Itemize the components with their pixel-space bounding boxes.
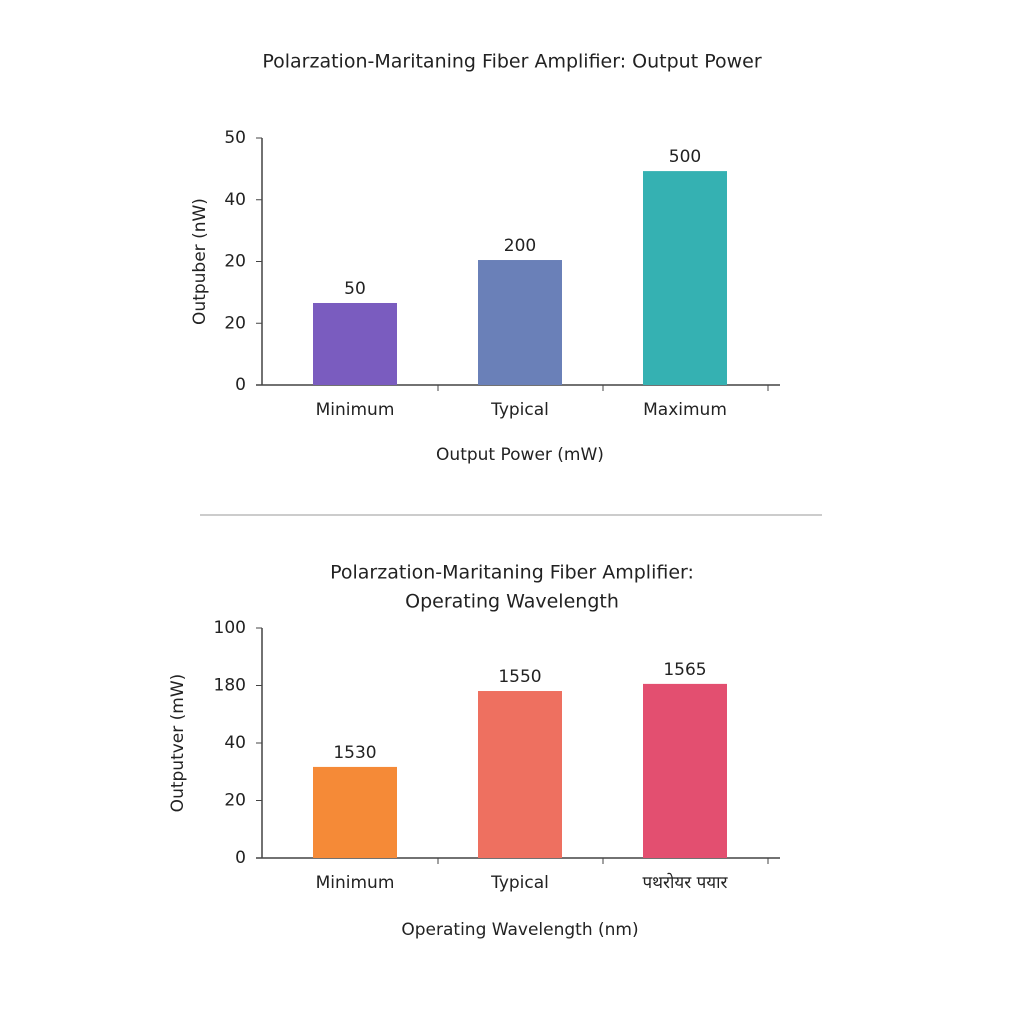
- y-axis-label: Outpuber (nW): [190, 198, 210, 325]
- chart-title: Operating Wavelength: [405, 591, 619, 613]
- x-tick-label: Typical: [490, 400, 549, 420]
- x-axis-label: Operating Wavelength (nm): [401, 920, 638, 940]
- y-tick-label: 40: [224, 733, 246, 753]
- y-tick-label: 20: [224, 252, 246, 272]
- x-tick-label: पथरोयर पयार: [643, 872, 729, 893]
- x-tick-label: Minimum: [316, 873, 395, 893]
- y-tick-label: 180: [214, 676, 246, 696]
- y-tick-label: 20: [224, 791, 246, 811]
- y-tick-label: 50: [224, 128, 246, 148]
- x-tick-label: Typical: [490, 873, 549, 893]
- x-tick-label: Maximum: [643, 400, 727, 420]
- bar: [643, 171, 727, 385]
- bar-label: 200: [504, 236, 536, 256]
- bar-label: 500: [669, 147, 701, 167]
- y-tick-label: 100: [214, 618, 246, 638]
- y-tick-label: 40: [224, 190, 246, 210]
- x-tick-label: Minimum: [316, 400, 395, 420]
- chart-title: Polarzation-Maritaning Fiber Amplifier:: [330, 562, 694, 584]
- bar: [478, 691, 562, 858]
- x-axis-label: Output Power (mW): [436, 445, 604, 465]
- y-axis-label: Outputver (mW): [168, 674, 188, 813]
- bar: [313, 766, 397, 858]
- bar-label: 1550: [498, 667, 541, 687]
- y-tick-label: 20: [224, 313, 246, 333]
- bar: [478, 260, 562, 385]
- bar: [313, 302, 397, 385]
- y-tick-label: 0: [235, 375, 246, 395]
- bar: [643, 683, 727, 858]
- bar-label: 1530: [333, 743, 376, 763]
- bar-label: 50: [344, 279, 366, 299]
- chart-title: Polarzation-Maritaning Fiber Amplifier: …: [262, 51, 761, 73]
- y-tick-label: 0: [235, 848, 246, 868]
- bar-label: 1565: [663, 660, 706, 680]
